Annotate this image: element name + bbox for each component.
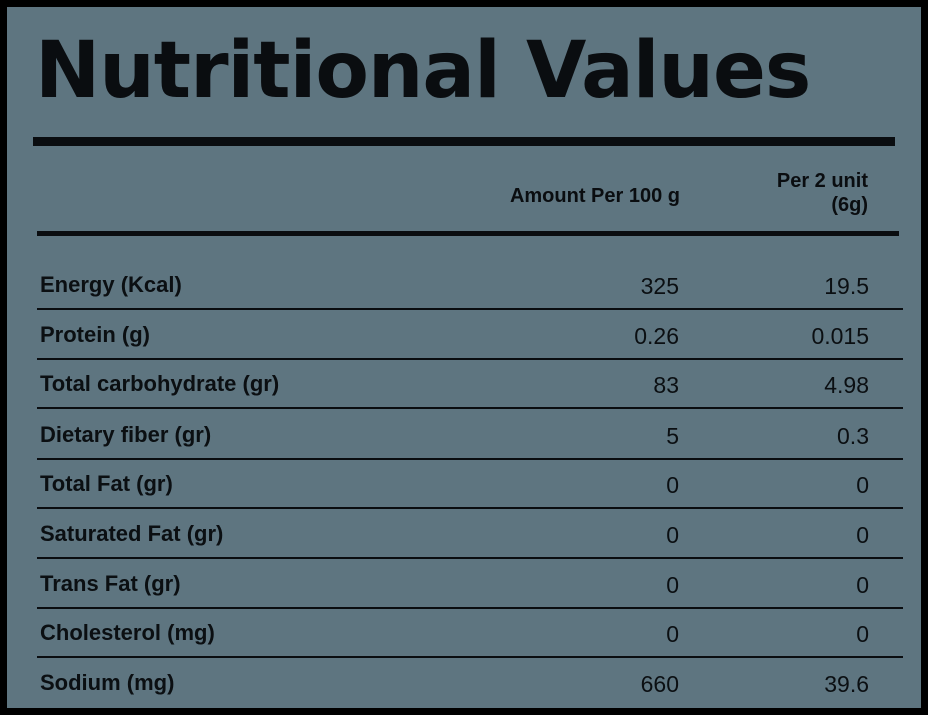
nutrient-label: Dietary fiber (gr): [40, 422, 212, 447]
row-divider: [37, 458, 903, 460]
value-per-unit: 0: [856, 572, 869, 598]
row-divider: [37, 607, 903, 609]
nutrient-label: Protein (g): [40, 322, 150, 347]
column-header-per-100g-label: Amount Per 100 g: [509, 185, 680, 207]
value-per-100g: 0: [666, 472, 679, 498]
value-per-100g: 83: [653, 372, 679, 398]
value-per-100g: 0: [666, 621, 679, 647]
nutrient-label: Sodium (mg): [40, 670, 175, 695]
table-row: Trans Fat (gr) 0 0: [37, 559, 903, 609]
value-per-100g: 660: [640, 671, 679, 697]
nutrient-label: Total carbohydrate (gr): [40, 371, 280, 396]
row-divider: [37, 308, 903, 310]
column-header-per-100g: Amount Per 100 g: [510, 184, 680, 208]
row-divider: [37, 656, 903, 658]
nutrient-label: Energy (Kcal): [40, 272, 182, 297]
row-divider: [37, 507, 903, 509]
row-divider: [37, 557, 903, 559]
table-row: Dietary fiber (gr) 5 0.3: [37, 410, 903, 460]
value-per-unit: 0.3: [837, 423, 869, 449]
table-row: Cholesterol (mg) 0 0: [37, 608, 903, 658]
row-divider: [37, 407, 903, 409]
value-per-unit: 0: [856, 522, 869, 548]
value-per-unit: 39.6: [824, 671, 869, 697]
value-per-unit: 0.015: [811, 323, 869, 349]
table-row: Sodium (mg) 660 39.6: [37, 658, 903, 708]
column-header-per-unit: Per 2 unit (6g): [777, 169, 868, 217]
nutrient-label: Saturated Fat (gr): [40, 521, 224, 546]
nutrient-label: Total Fat (gr): [40, 471, 173, 496]
value-per-unit: 4.98: [824, 372, 869, 398]
value-per-100g: 0.26: [634, 323, 679, 349]
table-row: Protein (g) 0.26 0.015: [37, 310, 903, 360]
value-per-100g: 5: [666, 423, 679, 449]
table-row: Energy (Kcal) 325 19.5: [37, 260, 903, 310]
table-row: Total Fat (gr) 0 0: [37, 459, 903, 509]
column-header-per-unit-line2: (6g): [831, 194, 868, 216]
column-header-per-unit-line1: Per 2 unit: [776, 170, 868, 192]
table-row: Total carbohydrate (gr) 83 4.98: [37, 359, 903, 409]
value-per-100g: 325: [640, 273, 679, 299]
header-divider: [37, 231, 899, 236]
title-divider: [33, 137, 895, 146]
table-row: Saturated Fat (gr) 0 0: [37, 509, 903, 559]
value-per-unit: 19.5: [824, 273, 869, 299]
value-per-100g: 0: [666, 572, 679, 598]
nutrient-label: Trans Fat (gr): [40, 571, 181, 596]
row-divider: [37, 358, 903, 360]
value-per-unit: 0: [856, 472, 869, 498]
value-per-unit: 0: [856, 621, 869, 647]
nutrition-facts-panel: Nutritional Values Amount Per 100 g Per …: [7, 7, 921, 708]
value-per-100g: 0: [666, 522, 679, 548]
page-title: Nutritional Values: [35, 26, 811, 116]
nutrient-label: Cholesterol (mg): [40, 620, 215, 645]
